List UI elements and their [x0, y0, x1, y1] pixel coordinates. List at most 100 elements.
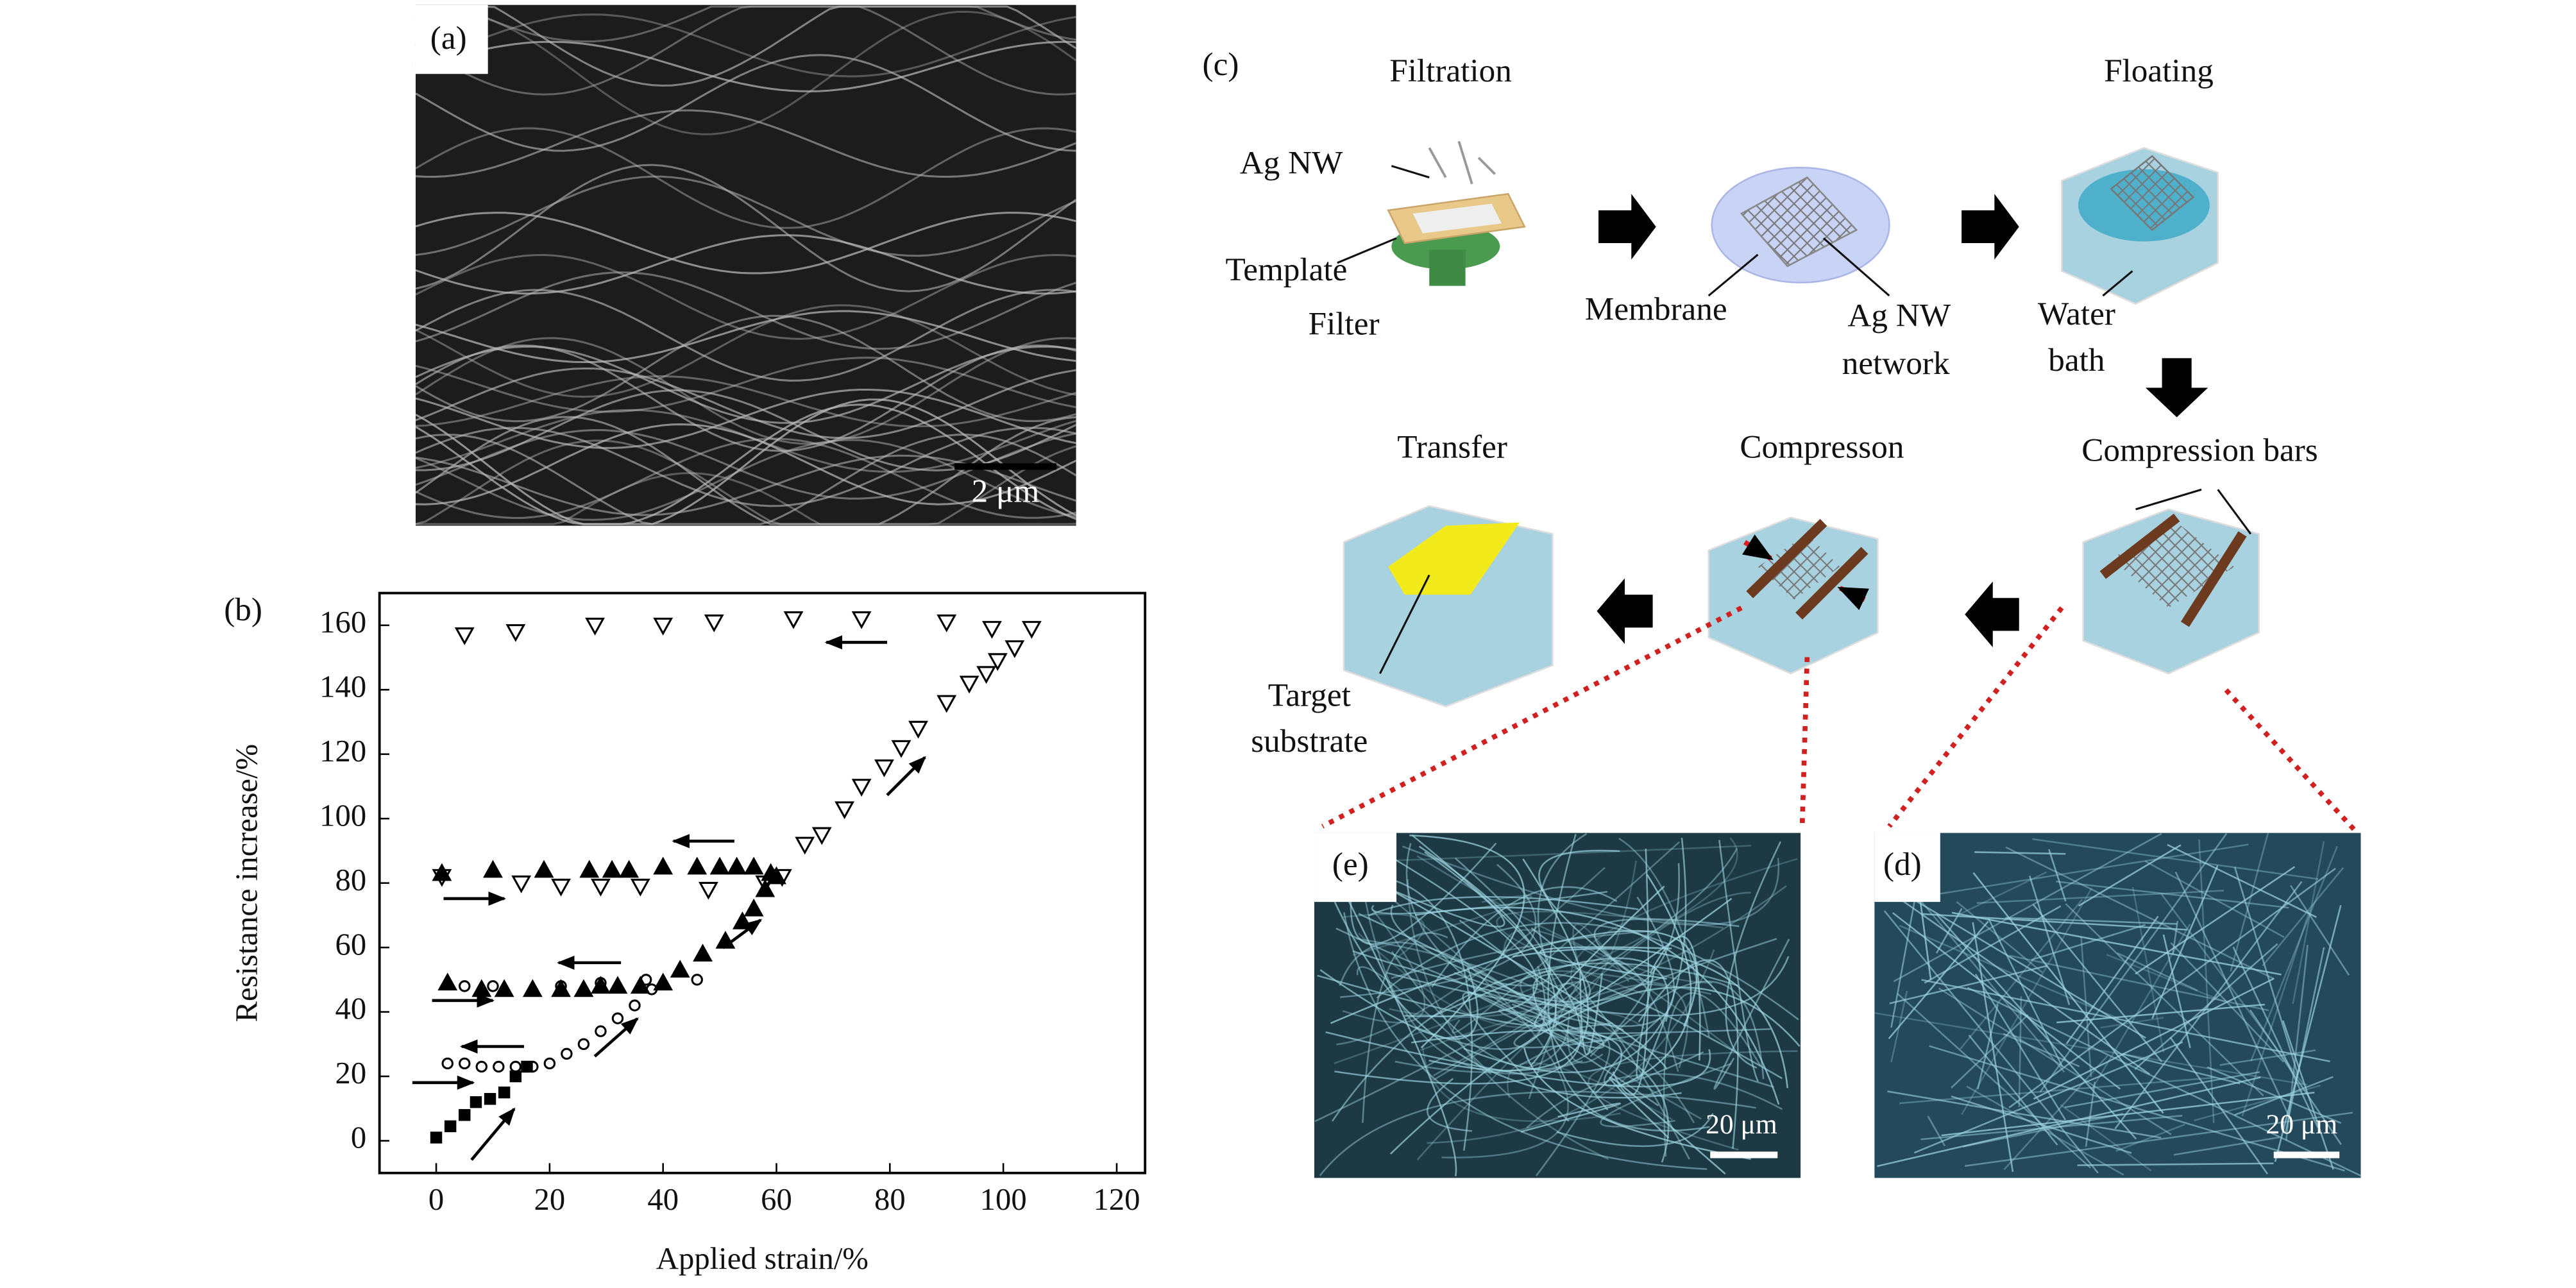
wire — [415, 10, 1077, 135]
fiber — [1913, 1041, 2183, 1154]
step-label: Filtration — [1389, 53, 1512, 89]
fiber — [2134, 943, 2278, 1071]
point — [498, 1086, 511, 1099]
point — [561, 1047, 573, 1060]
fiber — [2219, 1049, 2316, 1066]
fiber — [1617, 874, 1692, 1088]
fiber — [1570, 858, 1798, 1000]
fiber — [1523, 1047, 1751, 1160]
point — [743, 898, 764, 917]
fiber — [1418, 845, 1557, 1066]
point — [551, 878, 571, 897]
point — [509, 1070, 522, 1083]
scale-label: 20 μm — [1706, 1109, 1777, 1140]
y-tick-label: 40 — [335, 992, 366, 1026]
fiber — [1343, 913, 1425, 960]
x-tick-label: 60 — [761, 1182, 792, 1217]
fiber — [1512, 1003, 1602, 1042]
fiber — [1960, 899, 2083, 1050]
step-label: Transfer — [1397, 429, 1507, 466]
fiber — [1961, 888, 2093, 1115]
wire — [415, 5, 1077, 87]
fiber — [1432, 981, 1582, 1076]
x-tick-label: 20 — [534, 1182, 566, 1217]
point — [611, 1012, 624, 1024]
y-tick-label: 100 — [319, 798, 366, 833]
y-tick-label: 60 — [335, 927, 366, 962]
plot-frame — [378, 591, 1147, 1174]
panel-label: (e) — [1332, 846, 1369, 883]
point — [1021, 621, 1042, 639]
wire — [415, 13, 1076, 78]
step-label: Floating — [2104, 53, 2214, 89]
point — [444, 1120, 457, 1133]
fiber — [1929, 1045, 2345, 1172]
fiber — [2065, 915, 2159, 1045]
x-axis-label: Applied strain/% — [656, 1241, 869, 1276]
y-tick-label: 120 — [319, 734, 366, 768]
fiber — [2162, 934, 2191, 1049]
fiber — [1967, 987, 2362, 1177]
point — [591, 878, 611, 897]
fiber — [2100, 1017, 2164, 1029]
fiber — [1332, 868, 1457, 1176]
callout: bath — [2048, 342, 2105, 378]
fiber — [1899, 1076, 2215, 1105]
point — [493, 1060, 505, 1073]
fiber — [2151, 865, 2219, 1019]
fiber — [2167, 843, 2317, 919]
callout: network — [1842, 345, 1950, 382]
fiber — [1951, 1013, 2029, 1089]
fiber — [2032, 904, 2163, 1062]
fiber — [1356, 966, 1492, 1075]
point — [727, 856, 747, 875]
fiber — [1330, 929, 1698, 1027]
panel-label: (d) — [1883, 846, 1922, 883]
fiber — [1329, 892, 1682, 1099]
fiber — [1355, 869, 1668, 1069]
callout: Membrane — [1585, 291, 1727, 327]
micrograph-d — [1874, 833, 2361, 1178]
point — [505, 624, 526, 642]
point — [430, 1131, 443, 1144]
fiber — [1547, 833, 1710, 1132]
callout: substrate — [1251, 723, 1368, 759]
fiber — [1498, 1009, 1774, 1088]
fiber — [2065, 902, 2264, 1097]
wire — [415, 437, 1076, 520]
step-label: Compression bars — [2081, 432, 2318, 469]
fiber — [1421, 1046, 1621, 1123]
wire — [415, 175, 1077, 257]
point — [543, 1057, 556, 1070]
point — [653, 972, 674, 991]
point — [976, 666, 997, 684]
fiber — [1612, 848, 1650, 1096]
point — [630, 878, 650, 897]
fiber — [1899, 924, 2119, 1020]
fiber — [1405, 843, 1543, 1027]
fiber — [2230, 833, 2269, 972]
fiber — [1389, 986, 1801, 1155]
y-axis-label: Resistance increase/% — [229, 744, 264, 1022]
fiber — [2077, 1162, 2274, 1166]
fiber — [2080, 937, 2092, 1078]
fiber — [1513, 938, 1777, 1049]
fiber — [1362, 932, 1448, 1123]
wire — [415, 344, 1076, 452]
fiber — [2064, 1071, 2260, 1108]
fiber — [2009, 954, 2269, 1012]
fiber — [1957, 871, 2047, 916]
wire — [415, 40, 1076, 92]
fiber — [1972, 872, 2164, 1114]
point — [437, 972, 458, 991]
wire — [415, 234, 1076, 295]
fiber — [1319, 1090, 1756, 1176]
fiber — [2207, 1066, 2342, 1124]
fiber — [2198, 839, 2215, 1123]
fiber — [1609, 1076, 1726, 1175]
y-tick-label: 80 — [335, 863, 366, 897]
fiber — [2194, 1085, 2321, 1122]
fiber — [1519, 1034, 1611, 1176]
fiber — [1339, 941, 1593, 1053]
fiber — [2292, 841, 2325, 1004]
